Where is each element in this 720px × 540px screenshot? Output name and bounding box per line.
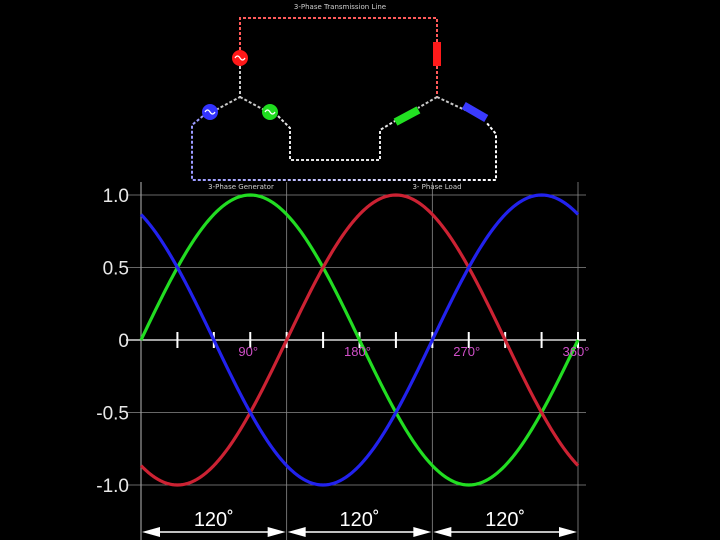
phase-waveform xyxy=(139,193,580,487)
y-tick-label: -1.0 xyxy=(96,476,129,497)
generator-label: 3-Phase Generator xyxy=(208,183,274,191)
span-label: 120˚ xyxy=(194,509,234,531)
transmission-line-label: 3-Phase Transmission Line xyxy=(294,3,386,11)
span-arrowhead-left xyxy=(142,527,160,537)
span-arrowhead-left xyxy=(287,527,306,537)
x-tick-label: 270° xyxy=(453,344,480,359)
plot-series xyxy=(139,193,580,487)
span-arrowhead-right xyxy=(413,527,432,537)
generator-source-a xyxy=(232,50,248,66)
load-impedance-a xyxy=(433,42,441,66)
phase-waveform xyxy=(139,193,580,487)
plot-axes xyxy=(140,182,579,540)
load-label: 3- Phase Load xyxy=(412,183,461,191)
span-arrowhead-left xyxy=(433,527,452,537)
waveform-plot: 1.00.50-0.5-1.090° 180° 270° 360° 120˚ 120˚ 1… xyxy=(96,182,589,540)
y-tick-label: 0 xyxy=(118,331,129,352)
circuit-schematic: 3-Phase Transmission Line 3-Phase Genera… xyxy=(191,3,497,191)
y-tick-label: -0.5 xyxy=(96,404,129,425)
span-arrowhead-right xyxy=(267,527,286,537)
generator-source-c xyxy=(202,104,218,120)
x-tick-label: 180° xyxy=(344,344,371,359)
span-label: 120˚ xyxy=(485,509,525,531)
phase-a-line xyxy=(239,17,438,97)
generator-star-wires xyxy=(211,66,269,113)
x-tick-label: 360° xyxy=(563,344,590,359)
plot-labels: 1.0 0.5 0 -0.5 -1.0 90° 180° 270° 360° xyxy=(96,186,589,497)
span-label: 120˚ xyxy=(339,509,379,531)
y-tick-label: 0.5 xyxy=(103,259,129,280)
span-arrowhead-right xyxy=(559,527,577,537)
load-impedance-c xyxy=(461,102,489,122)
y-tick-label: 1.0 xyxy=(103,186,129,207)
load-star-wires xyxy=(417,96,466,111)
phase-c-line xyxy=(191,115,497,181)
phase-spans: 120˚ 120˚ 120˚ xyxy=(142,509,577,537)
load-impedance-b xyxy=(393,106,421,126)
x-tick-label: 90° xyxy=(238,344,258,359)
generator-source-b xyxy=(262,104,278,120)
phase-waveform xyxy=(139,193,580,487)
phase-b-line xyxy=(277,115,396,161)
